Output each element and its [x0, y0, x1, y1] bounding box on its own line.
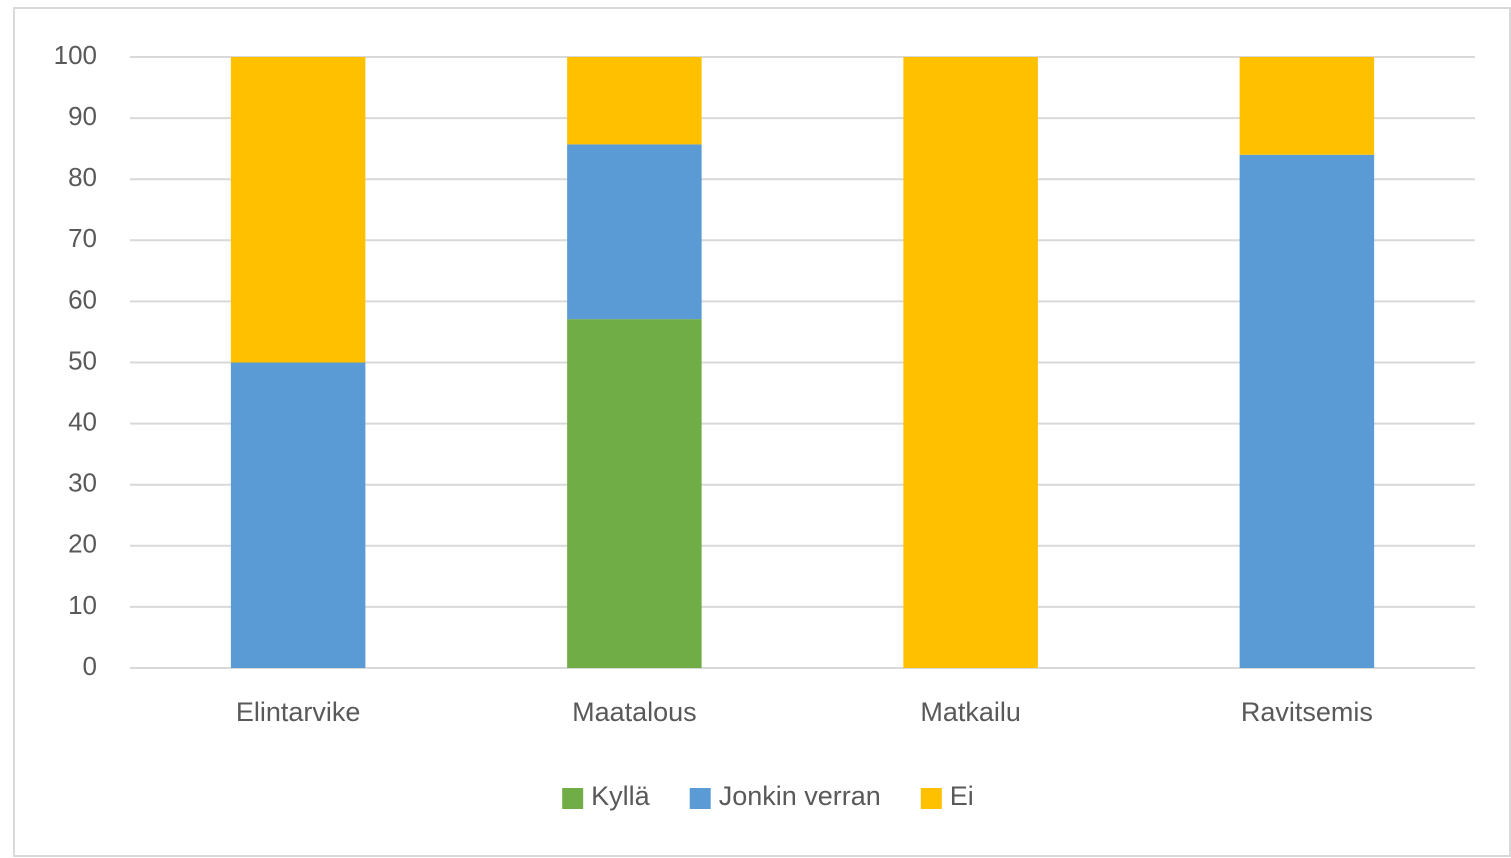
y-tick-label: 20: [68, 529, 97, 559]
bar-segment: [230, 362, 366, 668]
x-tick-label: Ravitsemis: [1241, 697, 1373, 727]
legend-label: Ei: [950, 781, 974, 811]
y-tick-label: 0: [83, 651, 97, 681]
legend-label: Kyllä: [591, 781, 651, 811]
bar-segment: [567, 319, 702, 668]
legend-swatch: [920, 788, 942, 809]
legend-label: Jonkin verran: [719, 781, 881, 811]
bar-segment: [567, 57, 702, 145]
x-tick-label: Elintarvike: [236, 697, 361, 727]
y-tick-label: 80: [68, 162, 97, 192]
bar-segment: [1239, 57, 1375, 155]
y-tick-label: 60: [68, 284, 97, 314]
y-tick-label: 50: [68, 345, 97, 375]
x-tick-label: Matkailu: [920, 697, 1021, 727]
y-tick-label: 10: [68, 590, 97, 620]
bar-segment: [1239, 154, 1375, 668]
bar-segment: [567, 144, 702, 320]
legend-swatch: [562, 788, 584, 809]
y-tick-label: 100: [54, 40, 97, 70]
bar-segment: [230, 57, 366, 363]
y-tick-label: 30: [68, 468, 97, 498]
legend-swatch: [689, 788, 711, 809]
y-tick-label: 70: [68, 223, 97, 253]
y-tick-label: 90: [68, 101, 97, 131]
y-tick-label: 40: [68, 406, 97, 436]
bar-segment: [903, 57, 1038, 668]
x-tick-label: Maatalous: [572, 697, 697, 727]
